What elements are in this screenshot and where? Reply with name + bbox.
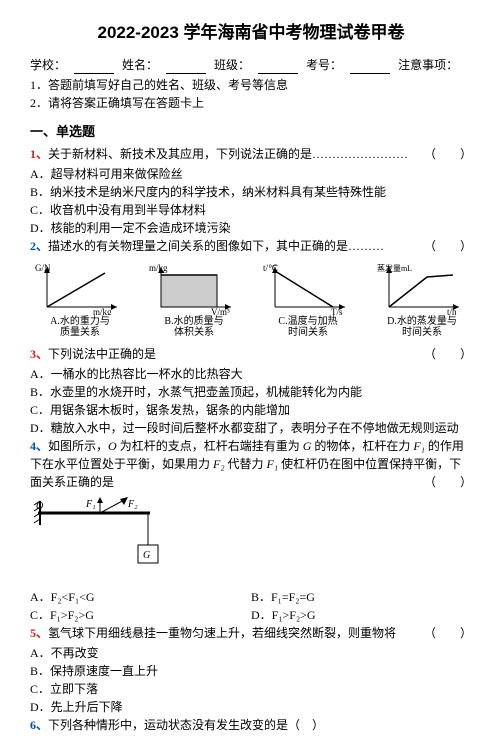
diagram-row: G/N m/kg A.水的重力与质量关系 m/kg V/m³ B.水的质量与体积… [30, 261, 472, 339]
question-stem: 描述水的有关物理量之间关系的图像如下，其中正确的是 [48, 239, 348, 253]
diagram-a: G/N m/kg A.水的重力与质量关系 [30, 261, 130, 339]
svg-text:V/m³: V/m³ [211, 307, 230, 315]
stem-italic: F₂ [213, 457, 225, 471]
option-a: A．超导材料可用来做保险丝 [30, 165, 472, 183]
blank [350, 56, 390, 74]
blank [258, 56, 298, 74]
option-d: D．F₁>F₂>G [251, 606, 472, 624]
diagram-caption: A.水的重力与质量关系 [50, 316, 110, 338]
option-c: C．立即下落 [30, 680, 472, 698]
section-heading: 一、单选题 [30, 122, 472, 142]
chart-icon: t/℃ T/s [263, 261, 353, 315]
svg-text:t/℃: t/℃ [263, 263, 278, 273]
option-a: A．不再改变 [30, 644, 472, 662]
question-4: 4、如图所示，O 为杠杆的支点，杠杆右端挂有重为 G 的物体，杠杆在力 F₁ 的… [30, 437, 472, 491]
stem-part: 为杠杆的支点，杠杆右端挂有重为 [117, 439, 303, 453]
question-stem: 下列各种情形中，运动状态没有发生改变的是（ ） [48, 718, 324, 732]
question-number: 5、 [30, 626, 48, 640]
option-d: D．核能的利用一定不会造成环境污染 [30, 219, 472, 237]
option-a: A．F₂<F₁<G [30, 588, 251, 606]
lever-diagram-icon: O F₁ F₂ G [30, 497, 180, 577]
class-label: 班级： [214, 56, 250, 74]
blank [74, 56, 114, 74]
stem-part: 代替力 [225, 457, 267, 471]
option-row: C．F₁>F₂>G D．F₁>F₂>G [30, 606, 472, 624]
form-row: 学校： 姓名： 班级： 考号： 注意事项： [30, 56, 472, 74]
svg-text:T/s: T/s [331, 307, 343, 315]
chart-icon: m/kg V/m³ [149, 261, 239, 315]
ylabel: G/N [35, 263, 51, 273]
diagram-caption: D.水的蒸发量与时间关系 [387, 316, 457, 338]
question-number: 6、 [30, 718, 48, 732]
svg-text:G: G [143, 550, 150, 561]
stem-italic: O [108, 439, 117, 453]
option-c: C．F₁>F₂>G [30, 606, 251, 624]
option-b: B．纳米技术是纳米尺度内的科学技术，纳米材料具有某些特殊性能 [30, 183, 472, 201]
question-number: 1、 [30, 147, 48, 161]
answer-paren: （ ） [424, 237, 472, 255]
diagram-caption: B.水的质量与体积关系 [164, 316, 223, 338]
question-stem: 关于新材料、新技术及其应用，下列说法正确的是 [48, 147, 312, 161]
instruction-line: 1．答题前填写好自己的姓名、班级、考号等信息 [30, 76, 472, 94]
xlabel: m/kg [93, 307, 112, 315]
question-1: 1、关于新材料、新技术及其应用，下列说法正确的是…………………… （ ） [30, 145, 472, 163]
stem-part: 的物体，杠杆在力 [311, 439, 413, 453]
option-d: D．糖放入水中，过一段时间后整杯水都变甜了，表明分子在不停地做无规则运动 [30, 419, 472, 437]
instruction-line: 2．请将答案正确填写在答题卡上 [30, 94, 472, 112]
school-label: 学校： [30, 56, 66, 74]
option-b: B．水壶里的水烧开时，水蒸气把壶盖顶起，机械能转化为内能 [30, 383, 472, 401]
stem-italic: F₁ [413, 439, 425, 453]
lever-figure: O F₁ F₂ G [30, 497, 472, 582]
svg-text:蒸发量mL: 蒸发量mL [377, 263, 412, 273]
question-2: 2、描述水的有关物理量之间关系的图像如下，其中正确的是……… （ ） [30, 237, 472, 255]
answer-paren: （ ） [424, 624, 472, 642]
answer-paren: （ ） [424, 145, 472, 163]
chart-icon: 蒸发量mL t/h [377, 261, 467, 315]
diagram-c: t/℃ T/s C.温度与加热时间关系 [258, 261, 358, 339]
svg-text:m/kg: m/kg [149, 263, 168, 273]
answer-paren: （ ） [424, 473, 472, 491]
question-5: 5、氢气球下用细线悬挂一重物匀速上升，若细线突然断裂，则重物将 （ ） [30, 624, 472, 642]
option-b: B．F₁=F₂=G [251, 588, 472, 606]
dots: …………………… [312, 147, 408, 161]
diagram-d: 蒸发量mL t/h D.水的蒸发量与时间关系 [372, 261, 472, 339]
blank [166, 56, 206, 74]
question-6: 6、下列各种情形中，运动状态没有发生改变的是（ ） [30, 716, 472, 734]
option-b: B．保持原速度一直上升 [30, 662, 472, 680]
dots: ……… [348, 239, 384, 253]
chart-icon: G/N m/kg [35, 261, 125, 315]
option-row: A．F₂<F₁<G B．F₁=F₂=G [30, 588, 472, 606]
note-label: 注意事项： [398, 56, 458, 74]
examno-label: 考号： [306, 56, 342, 74]
svg-text:O: O [36, 501, 43, 512]
svg-text:t/h: t/h [447, 307, 457, 315]
instructions: 1．答题前填写好自己的姓名、班级、考号等信息 2．请将答案正确填写在答题卡上 [30, 76, 472, 112]
answer-paren: （ ） [424, 345, 472, 363]
svg-text:F₁: F₁ [85, 499, 96, 510]
option-c: C．用锯条锯木板时，锯条发热，锯条的内能增加 [30, 401, 472, 419]
option-c: C．收音机中没有用到半导体材料 [30, 201, 472, 219]
option-a: A．一桶水的比热容比一杯水的比热容大 [30, 365, 472, 383]
question-3: 3、下列说法中正确的是 （ ） [30, 345, 472, 363]
question-number: 3、 [30, 347, 48, 361]
question-stem: 氢气球下用细线悬挂一重物匀速上升，若细线突然断裂，则重物将 [48, 626, 396, 640]
diagram-caption: C.温度与加热时间关系 [278, 316, 337, 338]
svg-text:F₂: F₂ [127, 499, 138, 510]
name-label: 姓名： [122, 56, 158, 74]
question-stem: 下列说法中正确的是 [48, 347, 156, 361]
stem-italic: F₁ [267, 457, 279, 471]
option-d: D．先上升后下降 [30, 698, 472, 716]
question-number: 4、 [30, 439, 48, 453]
stem-part: 如图所示， [48, 439, 108, 453]
diagram-b: m/kg V/m³ B.水的质量与体积关系 [144, 261, 244, 339]
question-number: 2、 [30, 239, 48, 253]
page-title: 2022-2023 学年海南省中考物理试卷甲卷 [30, 20, 472, 46]
